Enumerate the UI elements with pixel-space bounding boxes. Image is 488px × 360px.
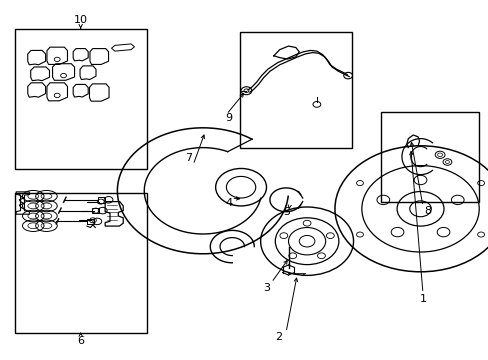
Bar: [15, 29, 146, 169]
Bar: [92, 208, 99, 213]
Text: 9: 9: [225, 113, 232, 123]
Bar: [381, 112, 478, 202]
Text: 10: 10: [74, 15, 87, 25]
Bar: [98, 197, 105, 203]
Text: 3: 3: [263, 283, 269, 293]
Bar: [15, 193, 146, 333]
Text: 6: 6: [77, 336, 84, 346]
Text: 5: 5: [283, 207, 290, 217]
Text: 1: 1: [419, 294, 426, 304]
Text: 8: 8: [424, 206, 430, 216]
Bar: [239, 32, 351, 148]
Bar: [86, 219, 94, 224]
Text: 4: 4: [225, 198, 232, 208]
Text: 2: 2: [275, 332, 282, 342]
Text: 7: 7: [184, 153, 191, 163]
